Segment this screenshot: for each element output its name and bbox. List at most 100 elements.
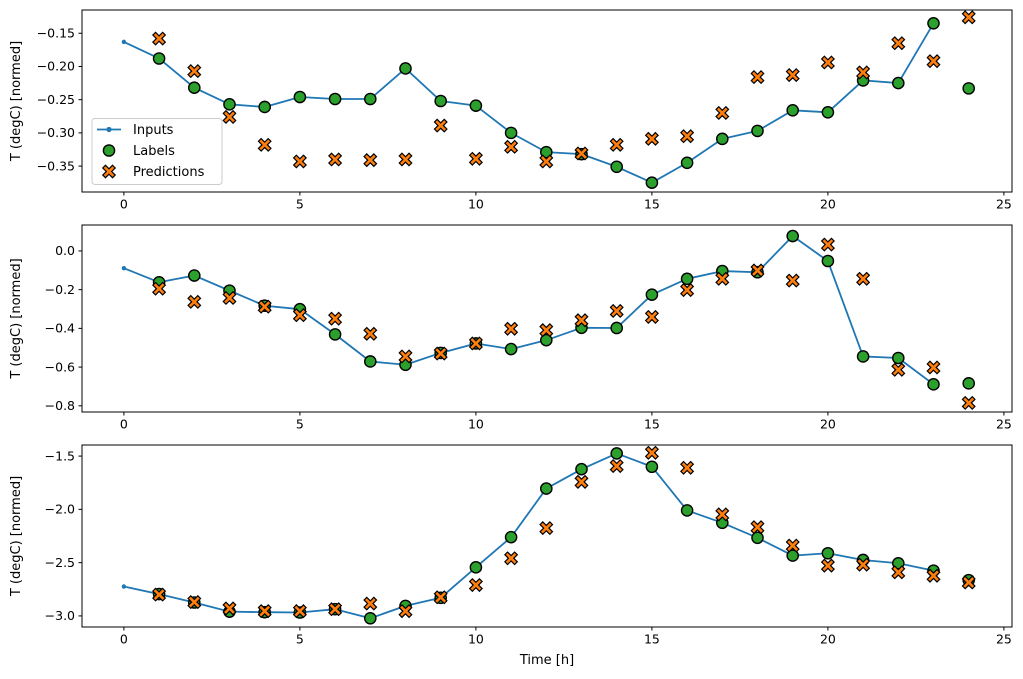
labels-marker — [786, 103, 800, 117]
predictions-marker — [644, 309, 659, 325]
predictions-marker — [187, 294, 202, 309]
predictions-marker — [750, 70, 765, 85]
predictions-marker — [609, 459, 624, 474]
y-tick-label: −1.5 — [45, 448, 75, 463]
inputs-marker — [121, 584, 127, 589]
x-tick-label: 15 — [644, 197, 660, 212]
predictions-marker — [398, 349, 413, 364]
predictions-marker — [539, 154, 554, 169]
x-tick-label: 10 — [468, 417, 484, 432]
x-tick-label: 0 — [120, 632, 128, 647]
y-tick-label: −0.6 — [45, 359, 75, 374]
legend: Inputs Labels Predictions — [91, 118, 223, 185]
legend-label: Labels — [133, 144, 175, 159]
predictions-marker — [433, 118, 448, 133]
y-tick-label: −0.30 — [37, 125, 75, 140]
predictions-marker — [222, 601, 237, 616]
predictions-marker — [328, 152, 343, 167]
predictions-marker — [574, 146, 589, 161]
legend-item-labels: Labels — [102, 144, 175, 159]
legend-dot-sample — [106, 126, 112, 133]
predictions-marker — [820, 237, 835, 252]
predictions-marker — [785, 68, 800, 83]
labels-marker — [363, 92, 377, 106]
y-axis-title: T (degC) [normed] — [9, 476, 24, 597]
labels-marker — [821, 254, 835, 268]
y-axis-title: T (degC) [normed] — [9, 258, 24, 379]
labels-marker — [610, 160, 623, 174]
y-tick-label: −0.25 — [37, 92, 75, 107]
labels-marker — [962, 82, 976, 95]
predictions-marker — [961, 575, 976, 590]
labels-series — [152, 229, 976, 391]
labels-marker — [539, 482, 553, 495]
labels-marker — [223, 98, 236, 111]
predictions-series — [152, 237, 976, 410]
y-tick-label: −2.0 — [45, 502, 75, 517]
labels-marker — [927, 16, 940, 30]
predictions-marker — [101, 164, 117, 179]
labels-marker — [539, 333, 553, 347]
labels-marker — [715, 132, 729, 146]
predictions-marker — [856, 557, 871, 572]
legend-item-inputs: Inputs — [97, 123, 174, 138]
labels-marker — [751, 124, 764, 138]
predictions-marker — [257, 299, 272, 314]
labels-marker — [328, 328, 342, 341]
labels-marker — [539, 145, 553, 159]
labels-marker — [469, 99, 483, 112]
labels-marker — [610, 447, 623, 460]
predictions-marker — [644, 131, 659, 146]
predictions-marker — [468, 336, 483, 351]
predictions-marker — [750, 263, 765, 278]
predictions-marker — [292, 154, 307, 169]
axes-frame — [81, 9, 1013, 193]
labels-marker — [786, 229, 800, 243]
labels-marker — [680, 156, 694, 170]
x-tick-label: 25 — [996, 417, 1012, 432]
y-tick-label: −0.35 — [37, 158, 75, 173]
y-tick-label: −0.8 — [45, 398, 75, 413]
labels-series — [152, 16, 976, 190]
predictions-marker — [820, 558, 835, 573]
predictions-marker — [257, 137, 272, 152]
labels-marker — [187, 81, 201, 95]
predictions-marker — [820, 55, 835, 70]
predictions-marker — [187, 64, 202, 79]
y-tick-label: −2.5 — [45, 555, 75, 570]
x-tick-label: 15 — [644, 417, 660, 432]
predictions-marker — [222, 290, 237, 306]
predictions-marker — [433, 590, 448, 605]
predictions-marker — [926, 568, 941, 583]
predictions-marker — [680, 129, 695, 144]
labels-marker — [504, 126, 518, 140]
predictions-marker — [504, 321, 519, 336]
predictions-marker — [398, 604, 413, 619]
x-axis: 0 5 10 15 20 25 — [120, 192, 1012, 212]
labels-marker — [892, 351, 905, 365]
predictions-marker — [609, 303, 624, 319]
labels-marker — [399, 62, 412, 75]
predictions-marker — [539, 323, 554, 338]
predictions-marker — [891, 362, 906, 377]
subplot-2: 0 5 10 15 20 25 0.0 −0.2 −0.4 −0.6 −0.8 T (degC) [n… — [9, 224, 1013, 432]
labels-marker — [293, 90, 307, 104]
predictions-marker — [891, 565, 906, 580]
predictions-marker — [433, 346, 448, 361]
legend-box — [91, 118, 223, 185]
predictions-marker — [222, 109, 237, 125]
x-tick-label: 20 — [820, 632, 836, 647]
x-axis: 0 5 10 15 20 25 — [120, 412, 1012, 432]
axes-frame — [81, 224, 1013, 413]
predictions-marker — [504, 139, 519, 154]
predictions-marker — [680, 282, 695, 298]
predictions-marker — [328, 311, 343, 326]
labels-marker — [751, 531, 764, 545]
subplot-1: 0 5 10 15 20 25 −0.15 −0.20 −0.25 −0.30 −0.35 T (de… — [9, 9, 1013, 212]
y-axis: 0.0 −0.2 −0.4 −0.6 −0.8 — [45, 243, 82, 413]
inputs-marker — [121, 39, 127, 45]
predictions-marker — [328, 602, 343, 617]
labels-marker — [187, 269, 201, 282]
